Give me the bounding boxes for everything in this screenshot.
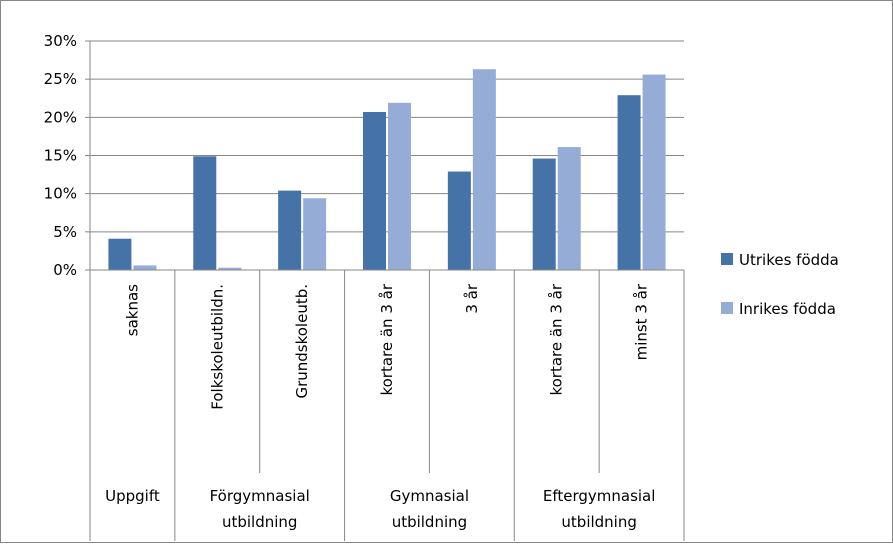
group-label: Uppgift: [105, 487, 160, 505]
bar-utrikes: [447, 171, 471, 270]
y-tick-label: 20%: [44, 108, 77, 126]
y-tick-label: 30%: [44, 32, 77, 50]
group-labels: Uppgift Förgymnasial utbildning Gymnasial ut…: [105, 487, 655, 531]
bar-inrikes: [218, 267, 242, 270]
group-label: utbildning: [222, 513, 297, 531]
category-label: kortare än 3 år: [378, 283, 396, 395]
category-labels: saknas Folkskoleutbildn. Grundskoleutb. kor…: [123, 283, 650, 410]
y-tick-label: 15%: [44, 147, 77, 165]
bar-utrikes: [108, 238, 132, 270]
bar-inrikes: [472, 69, 496, 270]
group-label: Gymnasial: [390, 487, 469, 505]
gridlines: [90, 40, 684, 233]
y-tick-label: 5%: [53, 223, 77, 241]
axes: [85, 40, 685, 541]
bar-inrikes: [133, 265, 157, 270]
group-label: Eftergymnasial: [543, 487, 656, 505]
bar-inrikes: [557, 147, 581, 270]
bar-utrikes: [617, 95, 641, 271]
bar-inrikes: [642, 74, 666, 270]
category-label: minst 3 år: [633, 283, 651, 360]
group-label: utbildning: [392, 513, 467, 531]
legend: Utrikes födda Inrikes födda: [721, 251, 839, 318]
group-label: utbildning: [561, 513, 636, 531]
y-axis-tick-labels: 0% 5% 10% 15% 20% 25% 30%: [44, 32, 77, 279]
bar-inrikes: [388, 102, 411, 270]
bar-utrikes: [363, 111, 386, 271]
bar-utrikes: [532, 158, 556, 270]
legend-swatch: [721, 302, 733, 314]
category-label: Grundskoleutb.: [293, 284, 311, 399]
category-label: 3 år: [463, 283, 481, 314]
y-tick-label: 25%: [44, 70, 77, 88]
bar-utrikes: [193, 156, 217, 270]
category-label: Folkskoleutbildn.: [208, 284, 226, 410]
category-label: kortare än 3 år: [548, 283, 566, 395]
bar-inrikes: [303, 198, 327, 270]
y-tick-label: 10%: [44, 185, 77, 203]
legend-label: Inrikes födda: [739, 300, 836, 318]
legend-swatch: [721, 253, 733, 265]
category-label: saknas: [123, 284, 141, 336]
bar-utrikes: [278, 190, 302, 270]
y-tick-label: 0%: [53, 261, 77, 279]
group-label: Förgymnasial: [210, 487, 310, 505]
bars: [108, 69, 666, 271]
legend-label: Utrikes födda: [739, 251, 839, 269]
